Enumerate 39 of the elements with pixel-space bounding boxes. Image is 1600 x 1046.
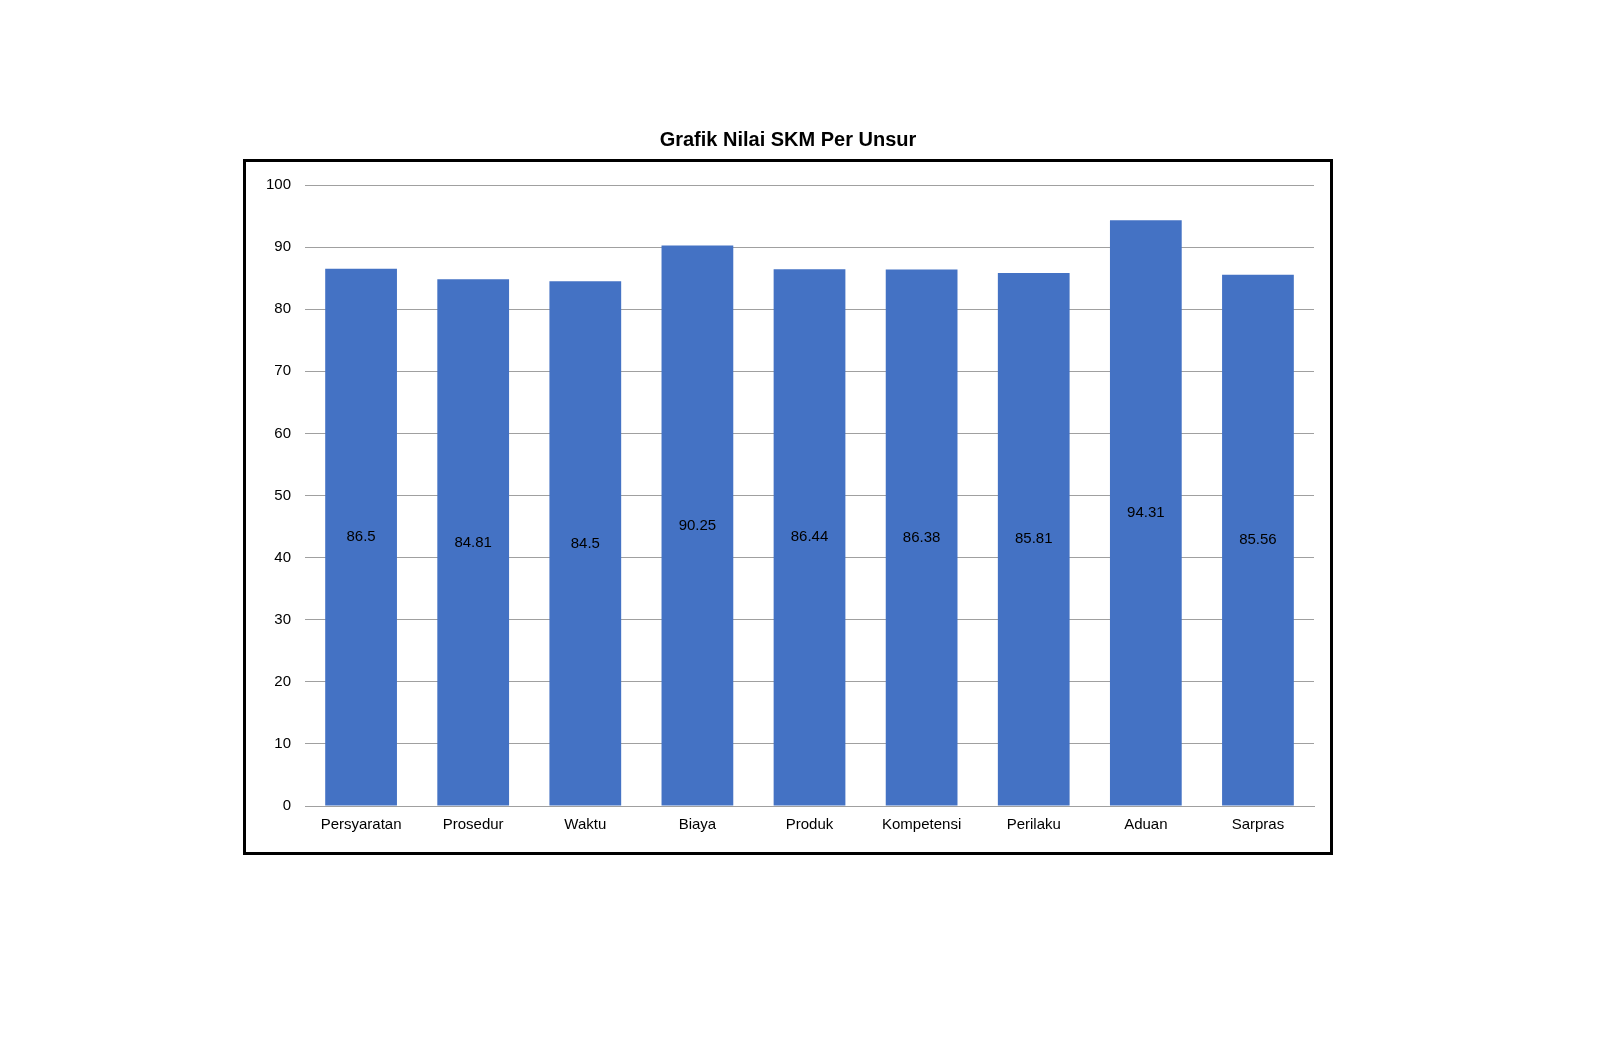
data-label: 90.25 (678, 515, 717, 533)
x-tick-label: Kompetensi (882, 815, 962, 833)
x-tick-label: Perilaku (1006, 815, 1061, 833)
bar (1222, 274, 1294, 806)
bar (997, 273, 1070, 806)
data-label: 94.31 (1127, 503, 1165, 521)
x-tick-label: Waktu (564, 815, 607, 833)
y-tick-label: 50 (274, 485, 292, 503)
y-tick-label: 20 (274, 671, 292, 689)
data-label: 86.38 (902, 527, 941, 545)
y-tick-label: 10 (274, 734, 292, 752)
y-tick-label: 100 (266, 175, 292, 193)
bar (885, 269, 958, 806)
data-label: 86.44 (790, 527, 829, 545)
y-tick-label: 40 (274, 547, 292, 565)
bar (773, 269, 846, 806)
bar (549, 281, 622, 806)
x-tick-label: Produk (785, 815, 834, 833)
y-tick-label: 90 (274, 237, 292, 255)
y-tick-label: 0 (282, 796, 292, 814)
chart-title: Grafik Nilai SKM Per Unsur (658, 128, 918, 151)
x-tick-label: Aduan (1124, 815, 1168, 833)
data-label: 84.81 (454, 532, 492, 550)
y-tick-label: 80 (274, 299, 292, 317)
x-tick-label: Prosedur (442, 815, 504, 833)
data-label: 85.81 (1014, 529, 1053, 547)
data-label: 85.56 (1239, 530, 1277, 548)
x-tick-label: Sarpras (1231, 815, 1285, 833)
bar (661, 245, 734, 806)
y-tick-label: 70 (274, 361, 292, 379)
data-label: 86.5 (346, 527, 376, 545)
y-tick-label: 30 (274, 609, 292, 627)
bar (1109, 220, 1182, 806)
x-tick-label: Biaya (678, 815, 717, 833)
bar (437, 279, 510, 806)
y-tick-label: 60 (274, 423, 292, 441)
bar (325, 268, 397, 806)
data-label: 84.5 (570, 533, 600, 551)
x-tick-label: Persyaratan (320, 815, 402, 833)
